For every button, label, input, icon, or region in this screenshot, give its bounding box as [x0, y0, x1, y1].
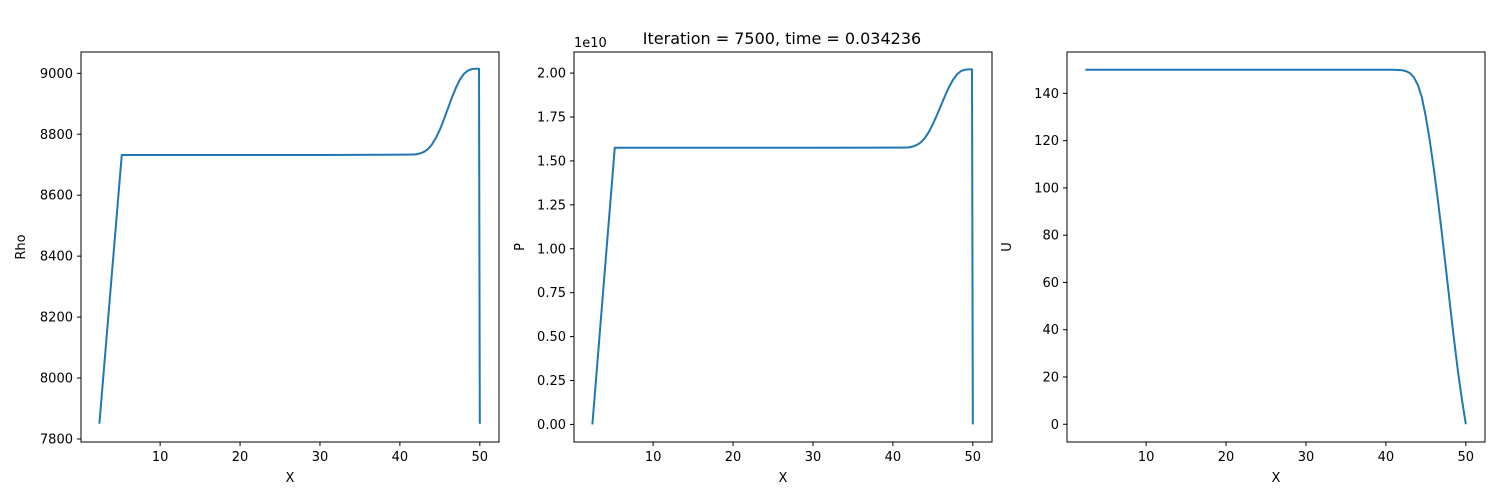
p-y-tick-label: 0.50 [537, 330, 566, 345]
u-y-tick-label: 20 [1042, 371, 1059, 386]
u-y-tick-label: 40 [1042, 323, 1059, 338]
u-y-tick-label: 60 [1042, 276, 1059, 291]
u-y-tick-label: 100 [1034, 181, 1059, 196]
u-axes-frame [1066, 51, 1486, 443]
u-x-tick-label: 10 [1138, 450, 1155, 465]
u-x-tick-label: 50 [1458, 450, 1475, 465]
p-y-tick-label: 1.25 [537, 198, 566, 213]
u-x-tick-label: 30 [1298, 450, 1315, 465]
p-axes-frame [573, 51, 993, 443]
rho-y-tick-label: 7800 [40, 432, 73, 447]
rho-series-line [98, 67, 481, 424]
p-y-tick-label: 1.50 [537, 154, 566, 169]
rho-y-tick-label: 9000 [40, 67, 73, 82]
p-x-tick-label: 10 [645, 450, 662, 465]
rho-x-tick-label: 40 [392, 450, 409, 465]
u-y-tick-label: 0 [1051, 418, 1059, 433]
rho-x-axis-label: X [286, 471, 295, 486]
rho-x-tick-label: 20 [232, 450, 249, 465]
rho-axes-frame [80, 51, 500, 443]
rho-x-tick-label: 10 [152, 450, 169, 465]
p-y-tick-label: 0.75 [537, 286, 566, 301]
u-y-tick-label: 80 [1042, 229, 1059, 244]
subplot-u: 10 20 30 40 50 0 20 40 60 80 100 120 140 X U [1000, 51, 1486, 486]
p-series-line [591, 68, 974, 425]
figure-title: Iteration = 7500, time = 0.034236 [643, 29, 921, 48]
rho-y-axis-label: Rho [14, 234, 29, 259]
u-x-tick-label: 20 [1218, 450, 1235, 465]
u-series-line [1085, 68, 1467, 425]
rho-y-tick-label: 8200 [40, 311, 73, 326]
u-x-axis-label: X [1272, 471, 1281, 486]
p-x-tick-label: 20 [725, 450, 742, 465]
rho-y-tick-label: 8800 [40, 128, 73, 143]
p-x-tick-label: 50 [965, 450, 982, 465]
p-y-axis-label: P [513, 243, 528, 251]
rho-x-tick-label: 30 [312, 450, 329, 465]
u-x-tick-label: 40 [1378, 450, 1395, 465]
p-x-tick-label: 30 [805, 450, 822, 465]
u-y-tick-label: 120 [1034, 134, 1059, 149]
subplot-p: 10 20 30 40 50 0.00 0.25 0.50 0.75 1.00 1.25 1.50 1.… [513, 36, 993, 486]
p-x-tick-label: 40 [885, 450, 902, 465]
p-x-axis-label: X [779, 471, 788, 486]
rho-y-tick-label: 8000 [40, 372, 73, 387]
rho-y-tick-label: 8400 [40, 250, 73, 265]
rho-x-tick-label: 50 [472, 450, 489, 465]
p-y-tick-label: 0.00 [537, 418, 566, 433]
subplots: 10 20 30 40 50 7800 8000 8200 8400 8600 8800 9000 X R… [14, 36, 1486, 486]
subplot-rho: 10 20 30 40 50 7800 8000 8200 8400 8600 8800 9000 X R… [14, 51, 500, 486]
p-y-tick-label: 1.75 [537, 111, 566, 126]
p-offset-text: 1e10 [574, 36, 607, 51]
p-y-tick-label: 0.25 [537, 374, 566, 389]
u-y-axis-label: U [1000, 242, 1015, 252]
p-y-tick-label: 2.00 [537, 67, 566, 82]
u-y-tick-label: 140 [1034, 87, 1059, 102]
rho-y-tick-label: 8600 [40, 189, 73, 204]
p-y-tick-label: 1.00 [537, 242, 566, 257]
